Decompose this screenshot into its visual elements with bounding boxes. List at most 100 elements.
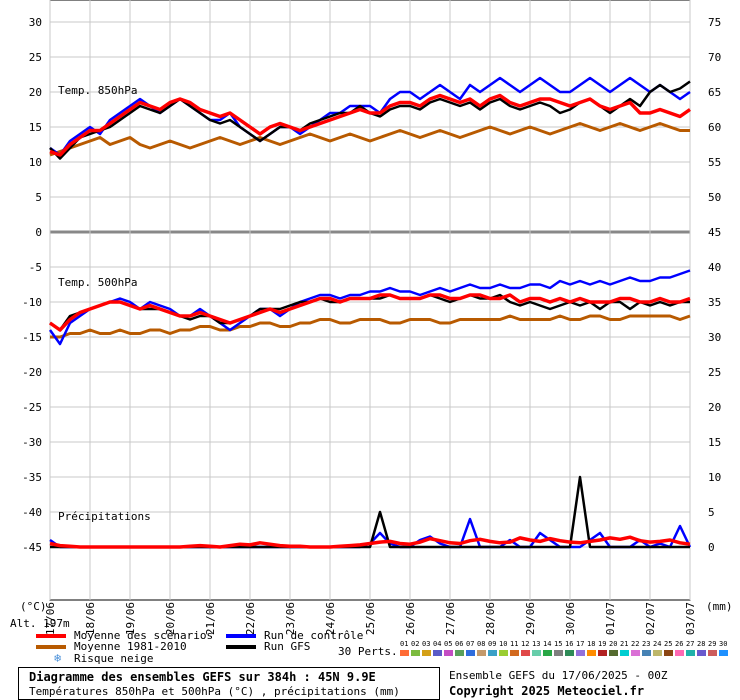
perturbation-swatch <box>466 650 475 656</box>
perturbation-id: 23 <box>642 640 651 648</box>
x-tick-label: 23/06 <box>284 602 297 635</box>
y-tick-left: 0 <box>35 226 42 239</box>
perturbation-id: 27 <box>686 640 695 648</box>
y-tick-left: -25 <box>22 401 42 414</box>
copyright: Copyright 2025 Meteociel.fr <box>449 684 645 698</box>
perturbation-id: 08 <box>477 640 486 648</box>
perturbation-swatch <box>609 650 618 656</box>
y-tick-right: 60 <box>708 121 721 134</box>
x-tick-label: 02/07 <box>644 602 657 635</box>
perturbation-id: 21 <box>620 640 629 648</box>
series-line-t500 <box>50 314 691 339</box>
y-tick-left: 15 <box>29 121 42 134</box>
perturbation-id: 02 <box>411 640 420 648</box>
y-axis-label-left: (°C) <box>20 600 47 613</box>
legend-label-ensemble-mean: Moyenne des scénarios <box>74 629 214 642</box>
perturbation-id: 03 <box>422 640 431 648</box>
perturbation-swatch <box>411 650 420 656</box>
perturbation-swatch <box>664 650 673 656</box>
perturbation-id: 05 <box>444 640 453 648</box>
y-tick-left: -20 <box>22 366 42 379</box>
legend-label-gfs-run: Run GFS <box>264 640 311 653</box>
perturbation-swatch <box>565 650 574 656</box>
y-tick-left: -15 <box>22 331 42 344</box>
perturbation-swatch <box>653 650 662 656</box>
panel-label: Temp. 850hPa <box>58 84 137 97</box>
x-tick-label: 28/06 <box>484 602 497 635</box>
perturbation-id: 25 <box>664 640 673 648</box>
y-tick-left: -45 <box>22 541 42 554</box>
perturbation-id: 19 <box>598 640 607 648</box>
y-tick-left: 20 <box>29 86 42 99</box>
perturbation-swatch <box>554 650 563 656</box>
perturbation-swatch <box>455 650 464 656</box>
series-line-precip <box>49 535 691 549</box>
x-tick-label: 21/06 <box>204 602 217 635</box>
y-tick-right: 45 <box>708 226 721 239</box>
perturbation-swatch <box>433 650 442 656</box>
legend-label-control-run: Run de contrôle <box>264 629 364 642</box>
y-tick-left: -10 <box>22 296 42 309</box>
perturbation-swatch <box>675 650 684 656</box>
perturbation-swatch <box>444 650 453 656</box>
altitude-label: Alt. 197m <box>10 617 70 630</box>
y-tick-right: 20 <box>708 401 721 414</box>
perturbation-swatch <box>642 650 651 656</box>
perturbation-swatch <box>543 650 552 656</box>
perturbation-swatch <box>477 650 486 656</box>
x-tick-label: 01/07 <box>604 602 617 635</box>
run-info: Ensemble GEFS du 17/06/2025 - 00Z <box>449 669 668 682</box>
y-tick-left: 5 <box>35 191 42 204</box>
perturbation-swatch <box>708 650 717 656</box>
perturbation-id: 16 <box>565 640 574 648</box>
series-line-t850 <box>49 93 692 157</box>
perturbation-swatch <box>499 650 508 656</box>
y-tick-left: -30 <box>22 436 42 449</box>
perturbation-id: 07 <box>466 640 475 648</box>
series-line-t500 <box>48 269 691 346</box>
series-line-t850 <box>49 122 690 157</box>
perturbation-id: 20 <box>609 640 618 648</box>
perturbation-swatch <box>686 650 695 656</box>
y-tick-left: -40 <box>22 506 42 519</box>
legend-swatch-control-run <box>226 634 256 638</box>
perturbation-id: 30 <box>719 640 728 648</box>
x-tick-label: 26/06 <box>404 602 417 635</box>
perturbation-swatch <box>488 650 497 656</box>
series-line-t500 <box>48 293 691 332</box>
y-tick-left: 10 <box>29 156 42 169</box>
perturbation-swatch <box>719 650 728 656</box>
y-tick-right: 25 <box>708 366 721 379</box>
panel-label: Précipitations <box>58 510 151 523</box>
legend-label-snow-risk: Risque neige <box>74 652 154 665</box>
x-tick-label: 25/06 <box>364 602 377 635</box>
chart-title: Diagramme des ensembles GEFS sur 384h : … <box>29 670 376 684</box>
perturbation-id: 06 <box>455 640 464 648</box>
perturbation-id: 28 <box>697 640 706 648</box>
legend-swatch-ensemble-mean <box>36 634 66 638</box>
run-info-box: Ensemble GEFS du 17/06/2025 - 00Z Copyri… <box>444 667 728 698</box>
perturbation-id: 17 <box>576 640 585 648</box>
y-tick-right: 75 <box>708 16 721 29</box>
legend-label-climatology: Moyenne 1981-2010 <box>74 640 187 653</box>
perturbation-swatch <box>631 650 640 656</box>
perturbation-swatch <box>620 650 629 656</box>
x-tick-label: 03/07 <box>684 602 697 635</box>
y-tick-right: 15 <box>708 436 721 449</box>
x-tick-label: 20/06 <box>164 602 177 635</box>
perturbation-id: 09 <box>488 640 497 648</box>
perturbation-id: 13 <box>532 640 541 648</box>
legend-swatch-gfs-run <box>226 645 256 649</box>
perturbation-id: 29 <box>708 640 717 648</box>
perturbation-id: 12 <box>521 640 530 648</box>
y-axis-label-right: (mm) <box>706 600 733 613</box>
perturbation-swatch <box>521 650 530 656</box>
x-tick-label: 19/06 <box>124 602 137 635</box>
perturbation-swatch <box>400 650 409 656</box>
legend-swatch-climatology <box>36 645 66 649</box>
perturbation-id: 22 <box>631 640 640 648</box>
perturbation-id: 01 <box>400 640 409 648</box>
y-tick-right: 10 <box>708 471 721 484</box>
y-tick-right: 70 <box>708 51 721 64</box>
